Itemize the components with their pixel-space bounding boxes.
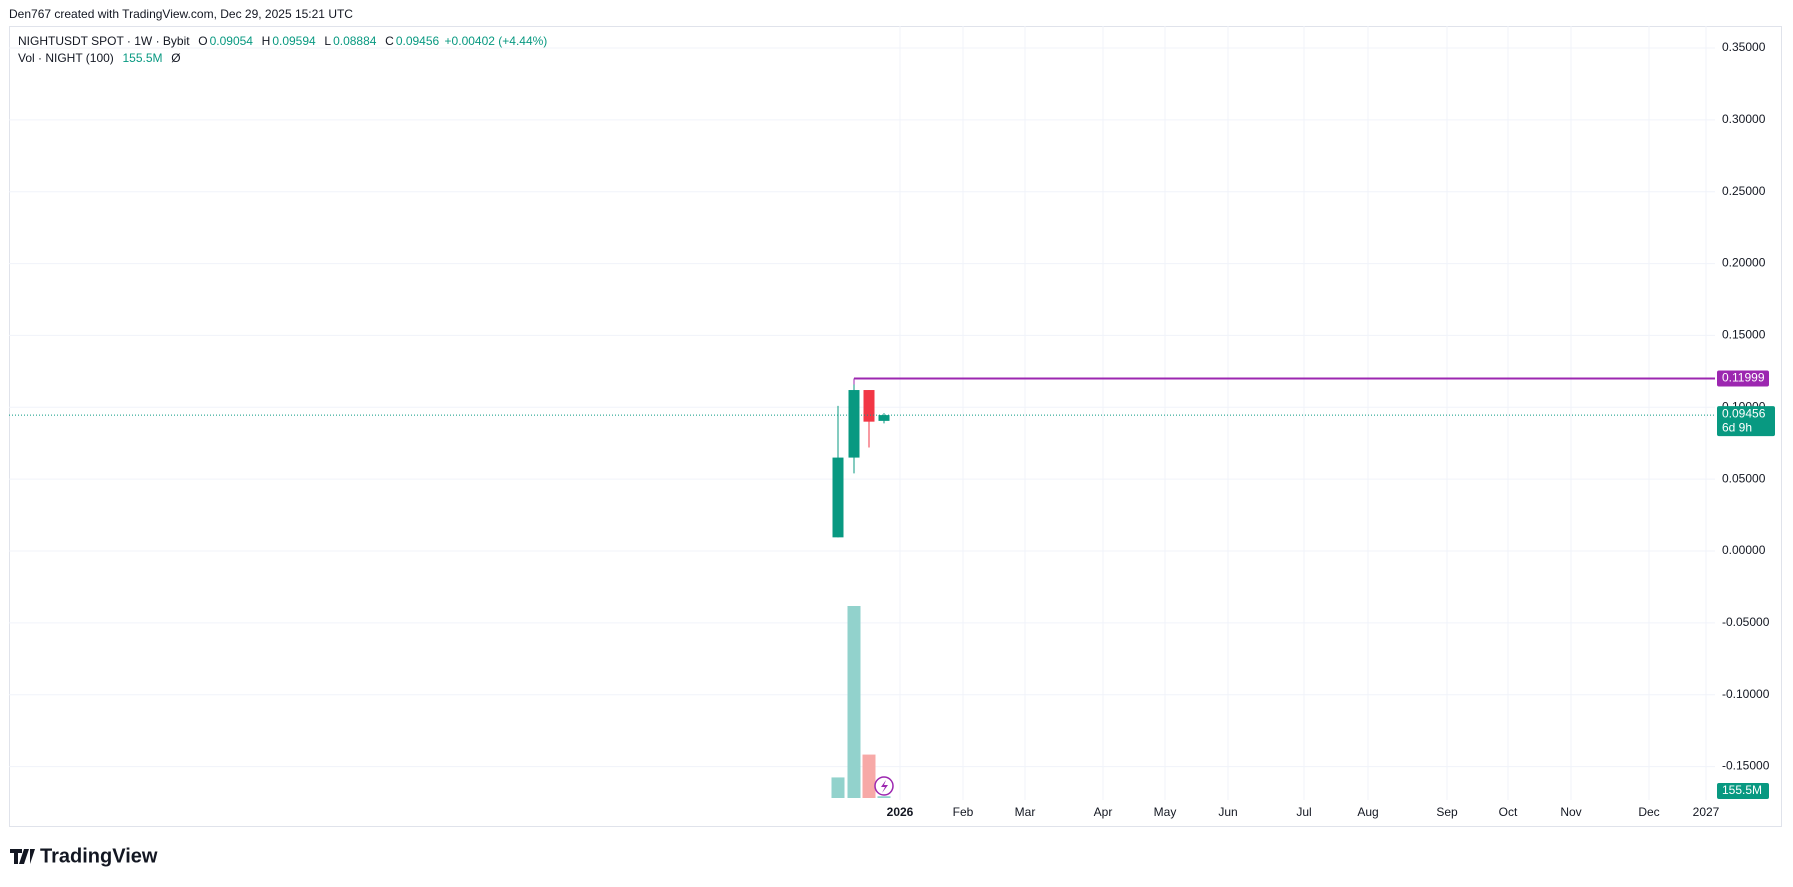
- event-icon-bolt: [881, 780, 888, 793]
- attribution: Den767 created with TradingView.com, Dec…: [9, 7, 353, 21]
- high-tag-label: 0.11999: [1722, 371, 1765, 385]
- candle-body: [832, 457, 844, 538]
- volume-bar: [877, 796, 891, 798]
- volume-bar: [831, 777, 845, 798]
- volume-tag: [1717, 783, 1769, 799]
- candle-body: [848, 390, 860, 458]
- legend-change: +0.00402 (+4.44%): [444, 34, 548, 48]
- y-tick-label: 0.15000: [1722, 328, 1766, 342]
- legend-value: 0.08884: [333, 34, 377, 48]
- legend-value: 0.09456: [395, 34, 440, 48]
- x-tick-label: 2027: [1693, 805, 1720, 819]
- countdown: 6d 9h: [1722, 420, 1752, 434]
- legend-key: C: [385, 34, 394, 48]
- axis-cover: [1715, 804, 1781, 824]
- x-tick-label: Feb: [953, 805, 974, 819]
- brand-logo: [10, 849, 35, 864]
- chart-frame: [9, 26, 1782, 827]
- marks: [9, 377, 1715, 798]
- x-tick-label: Dec: [1638, 805, 1659, 819]
- y-tick-label: 0.00000: [1722, 543, 1766, 557]
- legend-key: O: [198, 34, 208, 48]
- legend: NIGHTUSDT SPOT · 1W · Bybit O 0.09054 H 0.…: [18, 34, 549, 48]
- x-tick-label: Oct: [1499, 805, 1518, 819]
- symbol: NIGHTUSDT SPOT · 1W · Bybit: [18, 34, 190, 48]
- y-tick-label: 0.25000: [1722, 184, 1766, 198]
- x-tick-label: Sep: [1436, 805, 1458, 819]
- volume-suffix: Ø: [171, 51, 181, 65]
- y-tick-label: 0.35000: [1722, 40, 1766, 54]
- x-tick-label: Apr: [1094, 805, 1113, 819]
- volume-tag-label: 155.5M: [1722, 783, 1762, 797]
- x-tick-label: 2026: [887, 805, 914, 819]
- x-axis: 2026 Feb Mar Apr May Jun Jul Aug Sep Oct Nov Dec 202…: [887, 804, 1781, 824]
- x-tick-label: May: [1154, 805, 1177, 819]
- y-tick-label: 0.05000: [1722, 471, 1766, 485]
- x-tick-label: Mar: [1015, 805, 1036, 819]
- x-tick-label: Nov: [1560, 805, 1581, 819]
- legend-value: 0.09594: [272, 34, 316, 48]
- y-tick-label: 0.30000: [1722, 112, 1766, 126]
- candle-body: [878, 415, 890, 421]
- candle-body: [863, 390, 875, 422]
- legend-key: H: [261, 34, 271, 48]
- volume-legend: Vol · NIGHT (100) 155.5M Ø: [18, 51, 183, 65]
- volume-bar: [847, 606, 861, 798]
- legend-value: 0.09054: [209, 34, 253, 48]
- y-tick-label: -0.10000: [1722, 687, 1770, 701]
- price-tag: [1717, 406, 1775, 437]
- volume-value: 155.5M: [122, 51, 163, 65]
- brand: TradingView: [40, 845, 158, 867]
- x-tick-label: Jun: [1218, 805, 1237, 819]
- y-tick-label: 0.20000: [1722, 256, 1766, 270]
- y-tick-label: -0.15000: [1722, 759, 1770, 773]
- volume-bar: [862, 754, 876, 798]
- grid: [9, 26, 1715, 800]
- x-tick-label: Aug: [1357, 805, 1378, 819]
- legend-key: L: [324, 34, 332, 48]
- volume-title: Vol · NIGHT (100): [18, 51, 114, 65]
- y-tick-label: -0.05000: [1722, 615, 1770, 629]
- x-tick-label: Jul: [1296, 805, 1311, 819]
- price-tag-label: 0.09456: [1722, 406, 1766, 420]
- high-tag: [1717, 370, 1769, 387]
